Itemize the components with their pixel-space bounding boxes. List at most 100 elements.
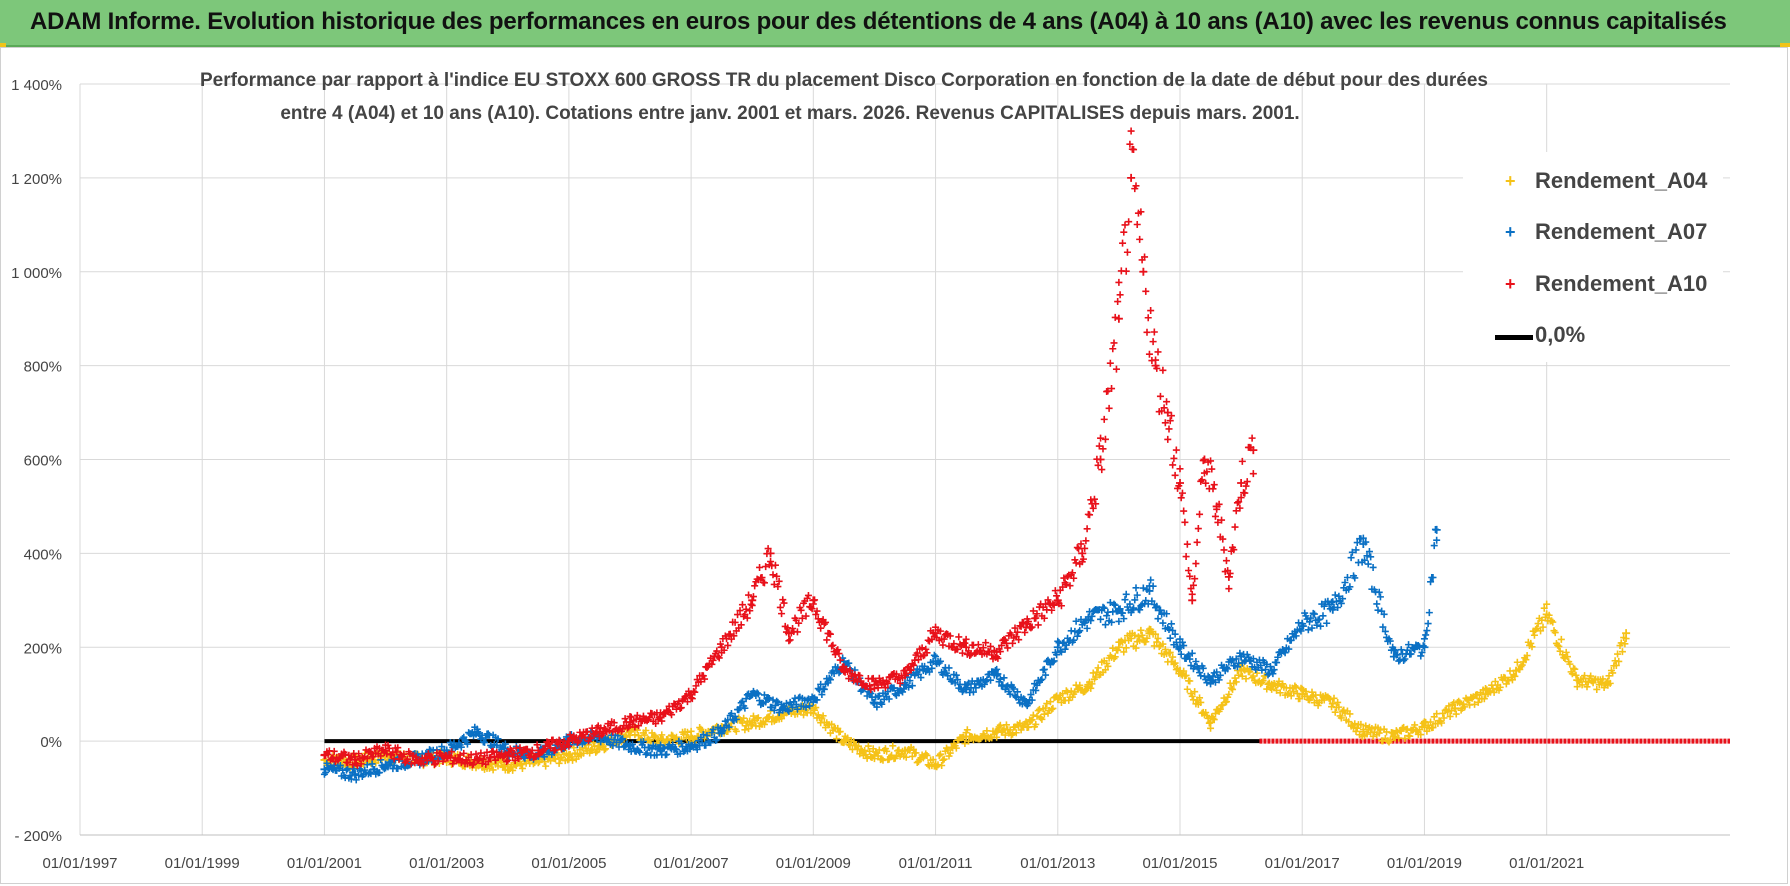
point-a07 xyxy=(1121,596,1129,604)
data-point-a07 xyxy=(473,727,482,736)
point-a10 xyxy=(1013,628,1021,636)
point-a07 xyxy=(1229,656,1237,664)
point-a04 xyxy=(1568,670,1576,678)
point-a10 xyxy=(575,737,583,745)
point-a10 xyxy=(1161,419,1169,427)
point-a10 xyxy=(1199,457,1207,465)
point-a04 xyxy=(1461,703,1469,711)
data-point-a04 xyxy=(809,704,818,713)
point-a10 xyxy=(770,580,778,588)
data-point-a07 xyxy=(1328,605,1337,614)
data-point-a10 xyxy=(595,727,604,736)
point-a04 xyxy=(1417,731,1425,739)
y-tick-label: 400% xyxy=(24,546,62,563)
point-a04 xyxy=(494,762,502,770)
point-a04 xyxy=(1227,684,1235,692)
point-a04 xyxy=(1222,698,1230,706)
data-point-a04 xyxy=(1298,690,1307,699)
point-a10 xyxy=(814,615,822,623)
data-point-a10 xyxy=(717,643,726,652)
point-a10 xyxy=(1220,546,1228,554)
point-a04 xyxy=(1154,634,1162,642)
point-a10 xyxy=(1249,470,1257,478)
point-a04 xyxy=(765,713,773,721)
data-point-a10 xyxy=(1249,446,1258,455)
point-a10 xyxy=(773,572,781,580)
point-a10 xyxy=(620,722,628,730)
point-a04 xyxy=(1511,672,1519,680)
data-point-a07 xyxy=(687,741,696,750)
point-a07 xyxy=(765,694,773,702)
point-a07 xyxy=(1295,619,1303,627)
point-a04 xyxy=(1040,710,1048,718)
point-a07 xyxy=(336,761,344,769)
point-a07 xyxy=(394,765,402,773)
point-a07 xyxy=(1233,663,1241,671)
point-a04 xyxy=(1191,688,1199,696)
point-a04 xyxy=(1279,680,1287,688)
point-a10 xyxy=(683,698,691,706)
point-a04 xyxy=(1530,631,1538,639)
point-a07 xyxy=(1178,638,1186,646)
point-a10 xyxy=(355,750,363,758)
point-a10 xyxy=(892,670,900,678)
point-a10 xyxy=(1072,559,1080,567)
point-a07 xyxy=(732,715,740,723)
point-a04 xyxy=(1138,631,1146,639)
point-a07 xyxy=(1386,637,1394,645)
data-point-a10 xyxy=(412,755,421,764)
point-a07 xyxy=(1302,612,1310,620)
point-a07 xyxy=(481,738,489,746)
point-a04 xyxy=(732,727,740,735)
point-a07 xyxy=(1037,676,1045,684)
point-a04 xyxy=(863,754,871,762)
point-a10 xyxy=(1147,307,1155,315)
point-a04 xyxy=(1109,644,1117,652)
point-a10 xyxy=(1241,489,1249,497)
point-a04 xyxy=(828,720,836,728)
data-point-a07 xyxy=(1237,652,1246,661)
point-a10 xyxy=(1097,434,1105,442)
point-a07 xyxy=(355,771,363,779)
point-a04 xyxy=(668,731,676,739)
point-a10 xyxy=(1064,573,1072,581)
point-a10 xyxy=(1115,278,1123,286)
point-a10 xyxy=(1233,499,1241,507)
point-a07 xyxy=(1040,665,1048,673)
point-a10 xyxy=(764,545,772,553)
data-point-a04 xyxy=(1053,694,1062,703)
point-a04 xyxy=(864,742,872,750)
point-a07 xyxy=(792,700,800,708)
point-a04 xyxy=(1375,729,1383,737)
data-point-a04 xyxy=(931,760,940,769)
data-point-a10 xyxy=(962,643,971,652)
point-a04 xyxy=(738,719,746,727)
data-point-a07 xyxy=(992,671,1001,680)
point-a04 xyxy=(1006,726,1014,734)
point-a10 xyxy=(1104,387,1112,395)
point-a07 xyxy=(702,741,710,749)
data-point-a10 xyxy=(1114,314,1123,323)
point-a10 xyxy=(703,663,711,671)
data-point-a04 xyxy=(1145,629,1154,638)
point-a04 xyxy=(1533,624,1541,632)
point-a04 xyxy=(1444,708,1452,716)
point-a04 xyxy=(1229,685,1237,693)
point-a04 xyxy=(1122,644,1130,652)
point-a10 xyxy=(456,751,464,759)
point-a07 xyxy=(703,731,711,739)
point-a04 xyxy=(1513,658,1521,666)
data-point-a10 xyxy=(748,596,757,605)
point-a10 xyxy=(610,719,618,727)
point-a10 xyxy=(1090,495,1098,503)
point-a10 xyxy=(742,605,750,613)
point-a04 xyxy=(1231,674,1239,682)
data-point-a07 xyxy=(1145,586,1154,595)
point-a04 xyxy=(1403,725,1411,733)
point-a10 xyxy=(961,639,969,647)
point-a10 xyxy=(804,591,812,599)
y-tick-label: 600% xyxy=(24,453,62,470)
point-a07 xyxy=(1032,686,1040,694)
point-a10 xyxy=(1066,582,1074,590)
point-a10 xyxy=(1222,557,1230,565)
